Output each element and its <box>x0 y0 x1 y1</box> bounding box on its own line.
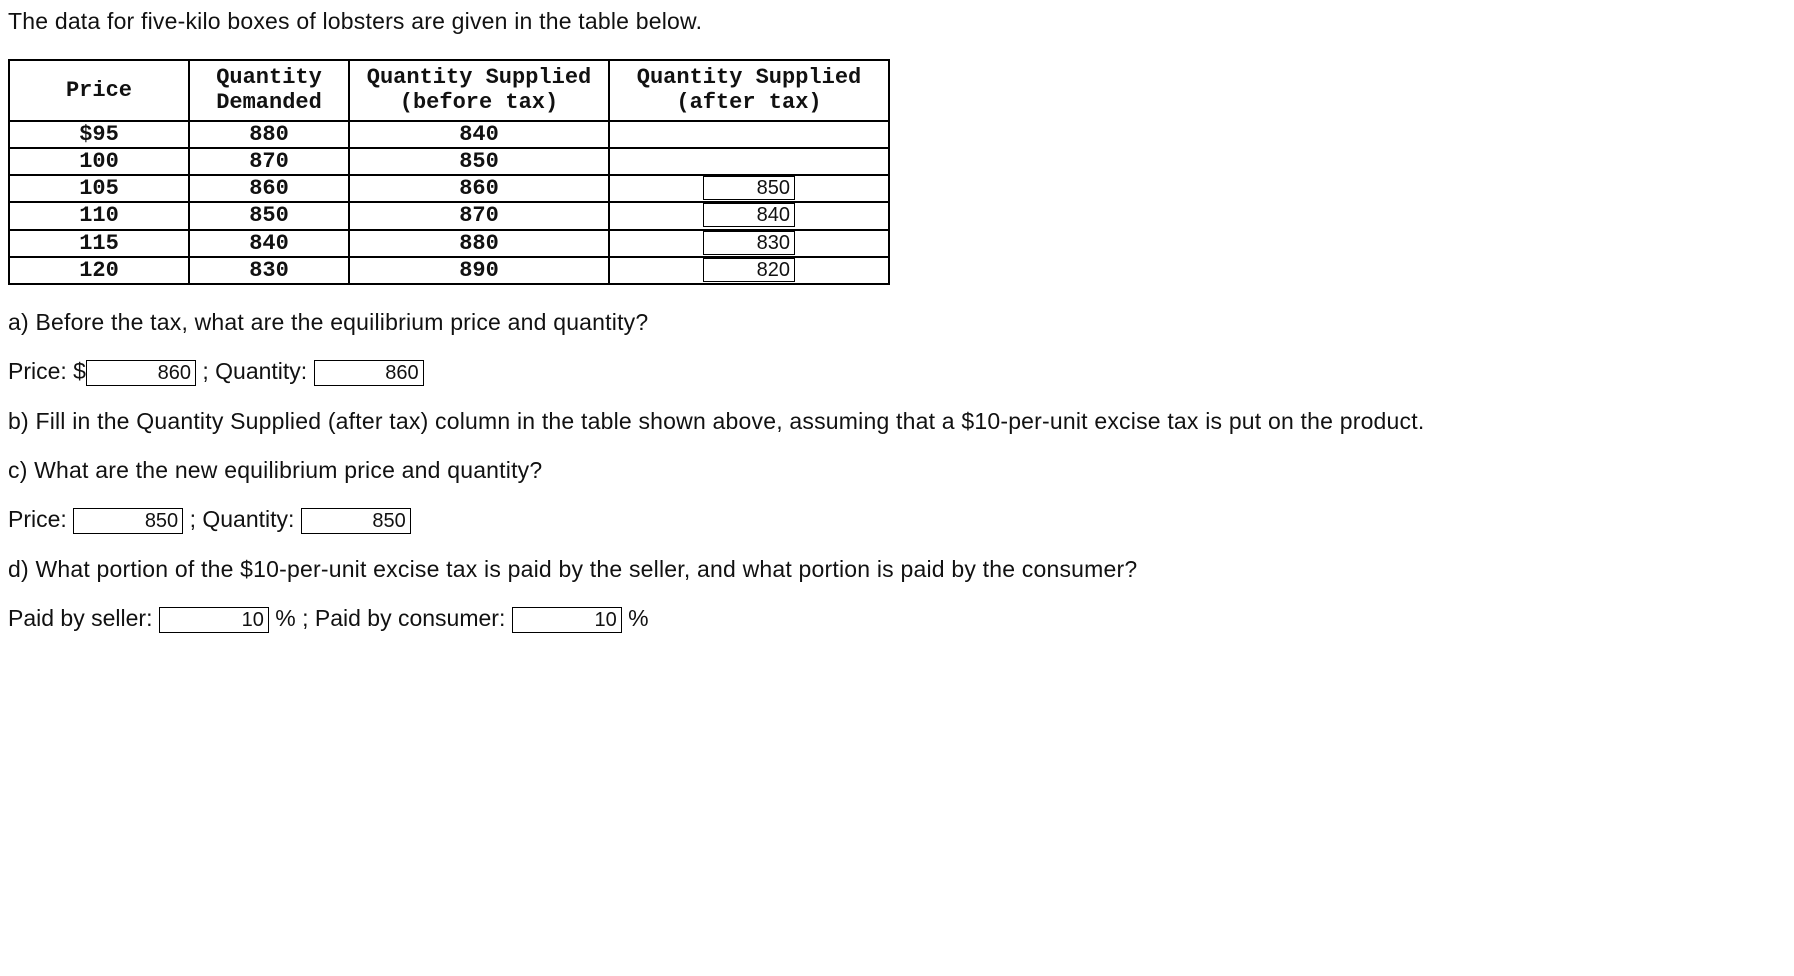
d-consumer-input[interactable]: 10 <box>512 607 622 633</box>
header-qsb: Quantity Supplied (before tax) <box>349 60 609 121</box>
price-label: Price: $ <box>8 358 86 384</box>
header-price: Price <box>9 60 189 121</box>
table-row: 105 860 860 850 <box>9 175 889 202</box>
cell-qd: 860 <box>189 175 349 202</box>
question-d: d) What portion of the $10-per-unit exci… <box>8 556 1786 583</box>
cell-qsa: 830 <box>609 230 889 257</box>
cell-qd: 870 <box>189 148 349 175</box>
cell-qsa <box>609 148 889 175</box>
table-row: 115 840 880 830 <box>9 230 889 257</box>
cell-qsb: 850 <box>349 148 609 175</box>
answer-c: Price: 850 ; Quantity: 850 <box>8 506 1786 534</box>
question-c: c) What are the new equilibrium price an… <box>8 457 1786 484</box>
consumer-unit: % <box>622 605 649 631</box>
separator: ; Quantity: <box>196 358 314 384</box>
header-qsa-line1: Quantity Supplied <box>637 65 861 90</box>
cell-qsb: 890 <box>349 257 609 284</box>
table-row: 100 870 850 <box>9 148 889 175</box>
table-row: 120 830 890 820 <box>9 257 889 284</box>
cell-qd: 850 <box>189 202 349 229</box>
question-b: b) Fill in the Quantity Supplied (after … <box>8 408 1786 435</box>
cell-price: 115 <box>9 230 189 257</box>
cell-qd: 840 <box>189 230 349 257</box>
header-qsb-line2: (before tax) <box>400 90 558 115</box>
header-qd: Quantity Demanded <box>189 60 349 121</box>
price-label: Price: <box>8 506 73 532</box>
table-header-row: Price Quantity Demanded Quantity Supplie… <box>9 60 889 121</box>
question-a: a) Before the tax, what are the equilibr… <box>8 309 1786 336</box>
cell-qsa <box>609 121 889 148</box>
cell-price: $95 <box>9 121 189 148</box>
cell-qsa: 820 <box>609 257 889 284</box>
cell-qsa: 850 <box>609 175 889 202</box>
qsa-input[interactable]: 840 <box>703 203 795 227</box>
cell-qsa: 840 <box>609 202 889 229</box>
separator: ; Quantity: <box>183 506 301 532</box>
answer-d: Paid by seller: 10 % ; Paid by consumer:… <box>8 605 1786 633</box>
a-qty-input[interactable]: 860 <box>314 360 424 386</box>
seller-label: Paid by seller: <box>8 605 159 631</box>
cell-price: 120 <box>9 257 189 284</box>
qsa-input[interactable]: 830 <box>703 231 795 255</box>
table-row: $95 880 840 <box>9 121 889 148</box>
cell-qsb: 840 <box>349 121 609 148</box>
answer-a: Price: $860 ; Quantity: 860 <box>8 358 1786 386</box>
cell-qd: 880 <box>189 121 349 148</box>
c-qty-input[interactable]: 850 <box>301 508 411 534</box>
cell-qsb: 880 <box>349 230 609 257</box>
cell-price: 110 <box>9 202 189 229</box>
header-qsa-line2: (after tax) <box>676 90 821 115</box>
cell-qsb: 870 <box>349 202 609 229</box>
qsa-input[interactable]: 850 <box>703 176 795 200</box>
seller-unit: % ; Paid by consumer: <box>269 605 512 631</box>
c-price-input[interactable]: 850 <box>73 508 183 534</box>
cell-price: 105 <box>9 175 189 202</box>
d-seller-input[interactable]: 10 <box>159 607 269 633</box>
header-qsb-line1: Quantity Supplied <box>367 65 591 90</box>
qsa-input[interactable]: 820 <box>703 258 795 282</box>
header-qsa: Quantity Supplied (after tax) <box>609 60 889 121</box>
cell-price: 100 <box>9 148 189 175</box>
intro-text: The data for five-kilo boxes of lobsters… <box>8 8 1786 35</box>
table-row: 110 850 870 840 <box>9 202 889 229</box>
a-price-input[interactable]: 860 <box>86 360 196 386</box>
cell-qd: 830 <box>189 257 349 284</box>
data-table: Price Quantity Demanded Quantity Supplie… <box>8 59 890 285</box>
cell-qsb: 860 <box>349 175 609 202</box>
